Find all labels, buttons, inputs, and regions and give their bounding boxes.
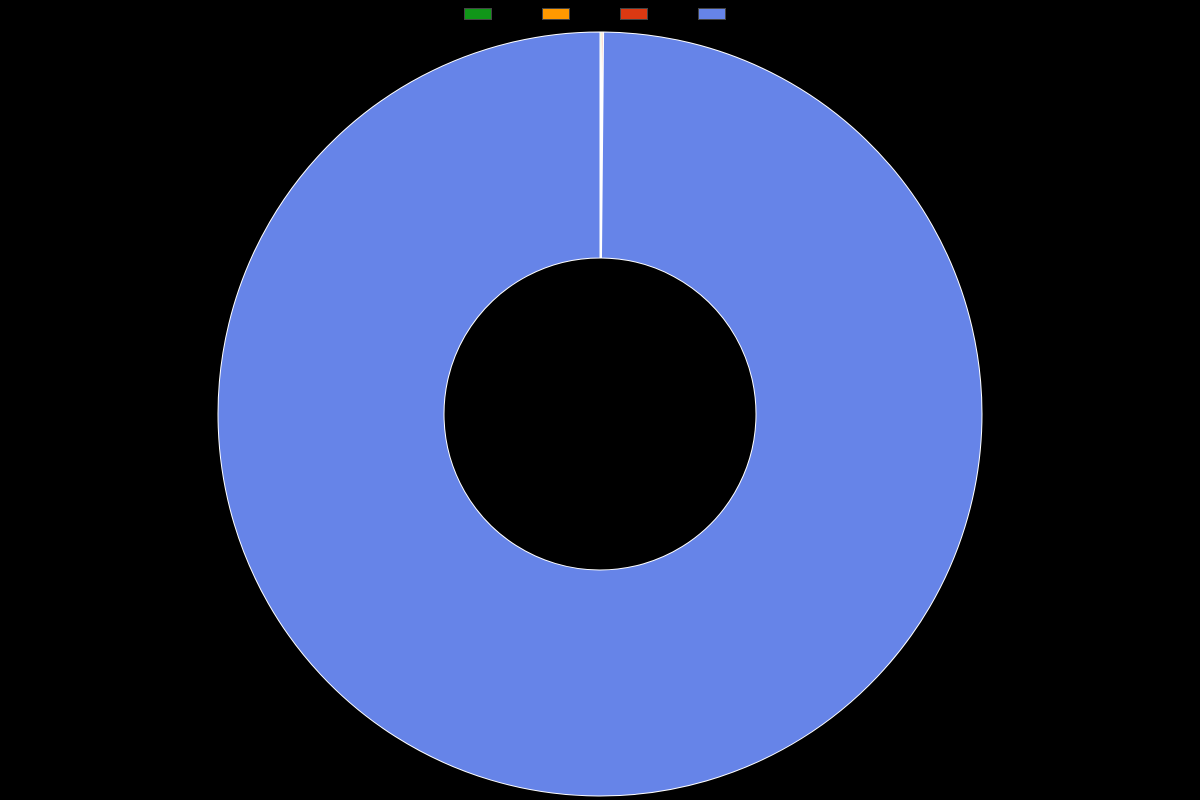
legend-item-2[interactable] bbox=[620, 8, 658, 20]
donut-svg bbox=[0, 28, 1200, 800]
legend-swatch-icon bbox=[464, 8, 492, 20]
donut-chart bbox=[0, 28, 1200, 800]
donut-slice[interactable] bbox=[218, 32, 982, 796]
legend-item-3[interactable] bbox=[698, 8, 736, 20]
legend-swatch-icon bbox=[698, 8, 726, 20]
legend-item-0[interactable] bbox=[464, 8, 502, 20]
legend-swatch-icon bbox=[620, 8, 648, 20]
chart-legend bbox=[464, 8, 736, 20]
legend-swatch-icon bbox=[542, 8, 570, 20]
legend-item-1[interactable] bbox=[542, 8, 580, 20]
